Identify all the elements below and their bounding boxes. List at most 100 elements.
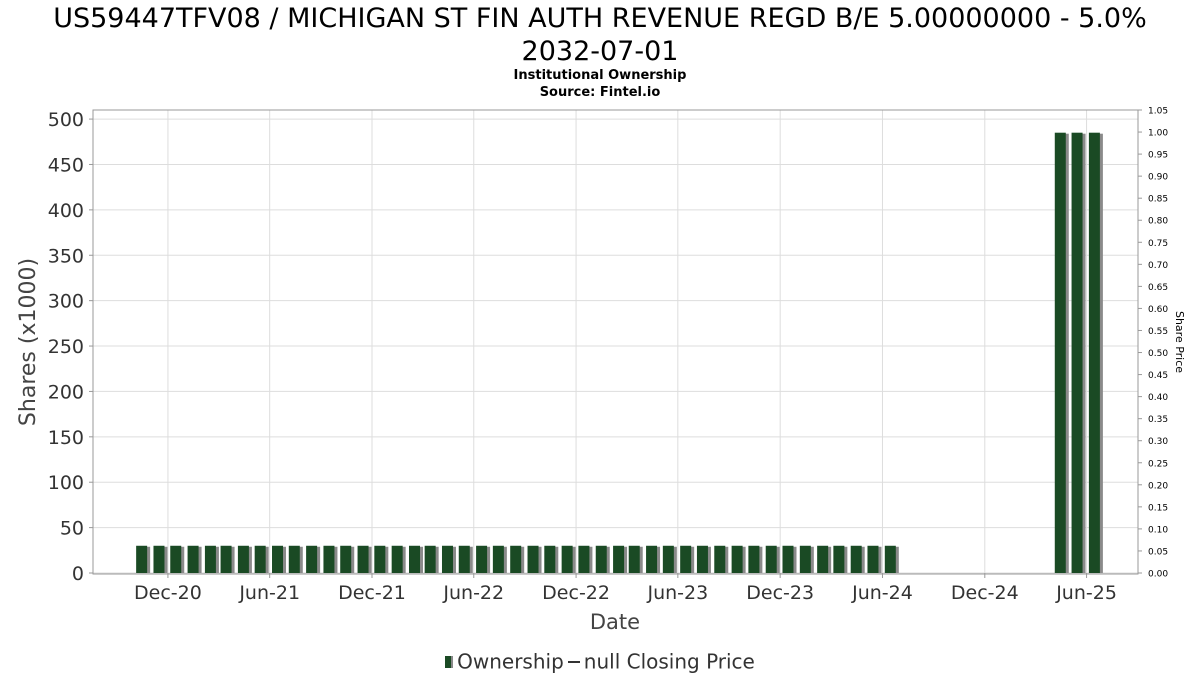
- ownership-bar: [731, 545, 743, 573]
- y2-tick-label: 0.50: [1148, 349, 1168, 359]
- ownership-bar: [458, 545, 470, 573]
- ownership-bar: [817, 545, 829, 573]
- y2-axis-label: Share Price: [1173, 311, 1186, 373]
- ownership-bar: [323, 545, 335, 573]
- y2-tick-label: 0.55: [1148, 327, 1168, 337]
- ownership-bar: [646, 545, 658, 573]
- y2-tick-label: 0.05: [1148, 547, 1168, 557]
- ownership-bar: [527, 545, 539, 573]
- legend: Ownership null Closing Price: [0, 648, 1200, 674]
- y-tick-label: 250: [48, 336, 84, 358]
- ownership-bar: [628, 545, 640, 573]
- y-axis-left: 0 50 100 150 200 250 300 350 400 450 500: [48, 109, 93, 585]
- ownership-bar: [424, 545, 436, 573]
- ownership-bar: [153, 545, 165, 573]
- y2-tick-label: 0.40: [1148, 393, 1168, 403]
- y2-tick-label: 0.60: [1148, 305, 1168, 315]
- x-tick-label: Dec-20: [134, 582, 202, 604]
- y-tick-label: 400: [48, 200, 84, 222]
- y2-tick-label: 0.90: [1148, 173, 1168, 183]
- ownership-bar: [799, 545, 811, 573]
- ownership-bar: [884, 545, 896, 573]
- ownership-bar: [187, 545, 199, 573]
- ownership-bar: [613, 545, 625, 573]
- ownership-bar: [204, 545, 216, 573]
- legend-ownership: Ownership: [457, 649, 564, 674]
- ownership-bar: [340, 545, 352, 573]
- ownership-bar: [578, 545, 590, 573]
- ownership-bar: [441, 545, 453, 573]
- legend-price: null Closing Price: [583, 649, 755, 674]
- y2-tick-label: 0.35: [1148, 415, 1168, 425]
- ownership-bar: [765, 545, 777, 573]
- y2-tick-label: 0.75: [1148, 239, 1168, 249]
- ownership-bar: [254, 545, 266, 573]
- y-tick-label: 150: [48, 427, 84, 449]
- y-tick-label: 0: [72, 563, 84, 585]
- y2-tick-label: 0.20: [1148, 481, 1168, 491]
- ownership-bar: [391, 545, 403, 573]
- ownership-legend-swatch: [445, 655, 454, 668]
- y2-tick-label: 0.80: [1148, 217, 1168, 227]
- x-tick-label: Jun-24: [851, 582, 913, 604]
- ownership-bar: [1088, 132, 1100, 573]
- ownership-bar: [748, 545, 760, 573]
- y2-tick-label: 0.45: [1148, 371, 1168, 381]
- ownership-bar: [595, 545, 607, 573]
- ownership-bar: [306, 545, 318, 573]
- x-tick-label: Jun-22: [442, 582, 504, 604]
- y2-tick-label: 0.00: [1148, 570, 1168, 580]
- ownership-bar: [1054, 132, 1066, 573]
- chart-source: Source: Fintel.io: [539, 85, 661, 100]
- y2-tick-label: 0.25: [1148, 459, 1168, 469]
- grid-lines: [93, 110, 1138, 574]
- ownership-bar: [561, 545, 573, 573]
- y-tick-label: 500: [48, 109, 84, 131]
- x-tick-label: Jun-21: [238, 582, 300, 604]
- y-tick-label: 100: [48, 472, 84, 494]
- plot-area-frame: [92, 109, 1139, 575]
- x-tick-label: Dec-23: [746, 582, 814, 604]
- y-tick-label: 300: [48, 291, 84, 313]
- y2-tick-label: 0.85: [1148, 195, 1168, 205]
- ownership-bar: [237, 545, 249, 573]
- y2-tick-label: 1.05: [1148, 107, 1168, 117]
- ownership-bar: [714, 545, 726, 573]
- ownership-bar: [867, 545, 879, 573]
- y2-tick-label: 0.70: [1148, 261, 1168, 271]
- y2-tick-label: 0.15: [1148, 503, 1168, 513]
- x-tick-label: Dec-21: [338, 582, 406, 604]
- y2-tick-label: 0.95: [1148, 151, 1168, 161]
- y-axis-right: 0.00 0.05 0.10 0.15 0.20 0.25 0.30 0.35 0.40 0.45…: [1138, 107, 1168, 580]
- y-tick-label: 450: [48, 154, 84, 176]
- ownership-bar: [357, 545, 369, 573]
- ownership-bar: [833, 545, 845, 573]
- ownership-bar: [170, 545, 182, 573]
- ownership-bar: [1071, 132, 1083, 573]
- y-axis-label: Shares (x1000): [16, 258, 41, 426]
- ownership-bar: [476, 545, 488, 573]
- y-tick-label: 50: [60, 518, 84, 540]
- y2-tick-label: 0.65: [1148, 283, 1168, 293]
- ownership-bar: [220, 545, 232, 573]
- y2-tick-label: 1.00: [1148, 129, 1168, 139]
- ownership-bar: [288, 545, 300, 573]
- chart-title-line2: 2032-07-01: [521, 36, 679, 67]
- y-tick-label: 200: [48, 381, 84, 403]
- ownership-bar: [272, 545, 284, 573]
- y2-tick-label: 0.30: [1148, 437, 1168, 447]
- ownership-bar: [544, 545, 556, 573]
- ownership-bar: [782, 545, 794, 573]
- ownership-bars: [136, 132, 1103, 573]
- ownership-bar: [696, 545, 708, 573]
- y-tick-label: 350: [48, 245, 84, 267]
- x-axis-label: Date: [590, 610, 640, 634]
- ownership-bar: [492, 545, 504, 573]
- x-tick-label: Jun-25: [1055, 582, 1117, 604]
- ownership-bar: [510, 545, 522, 573]
- y2-tick-label: 0.10: [1148, 525, 1168, 535]
- x-tick-label: Jun-23: [646, 582, 708, 604]
- chart-subtitle: Institutional Ownership: [513, 68, 687, 83]
- x-tick-label: Dec-24: [951, 582, 1019, 604]
